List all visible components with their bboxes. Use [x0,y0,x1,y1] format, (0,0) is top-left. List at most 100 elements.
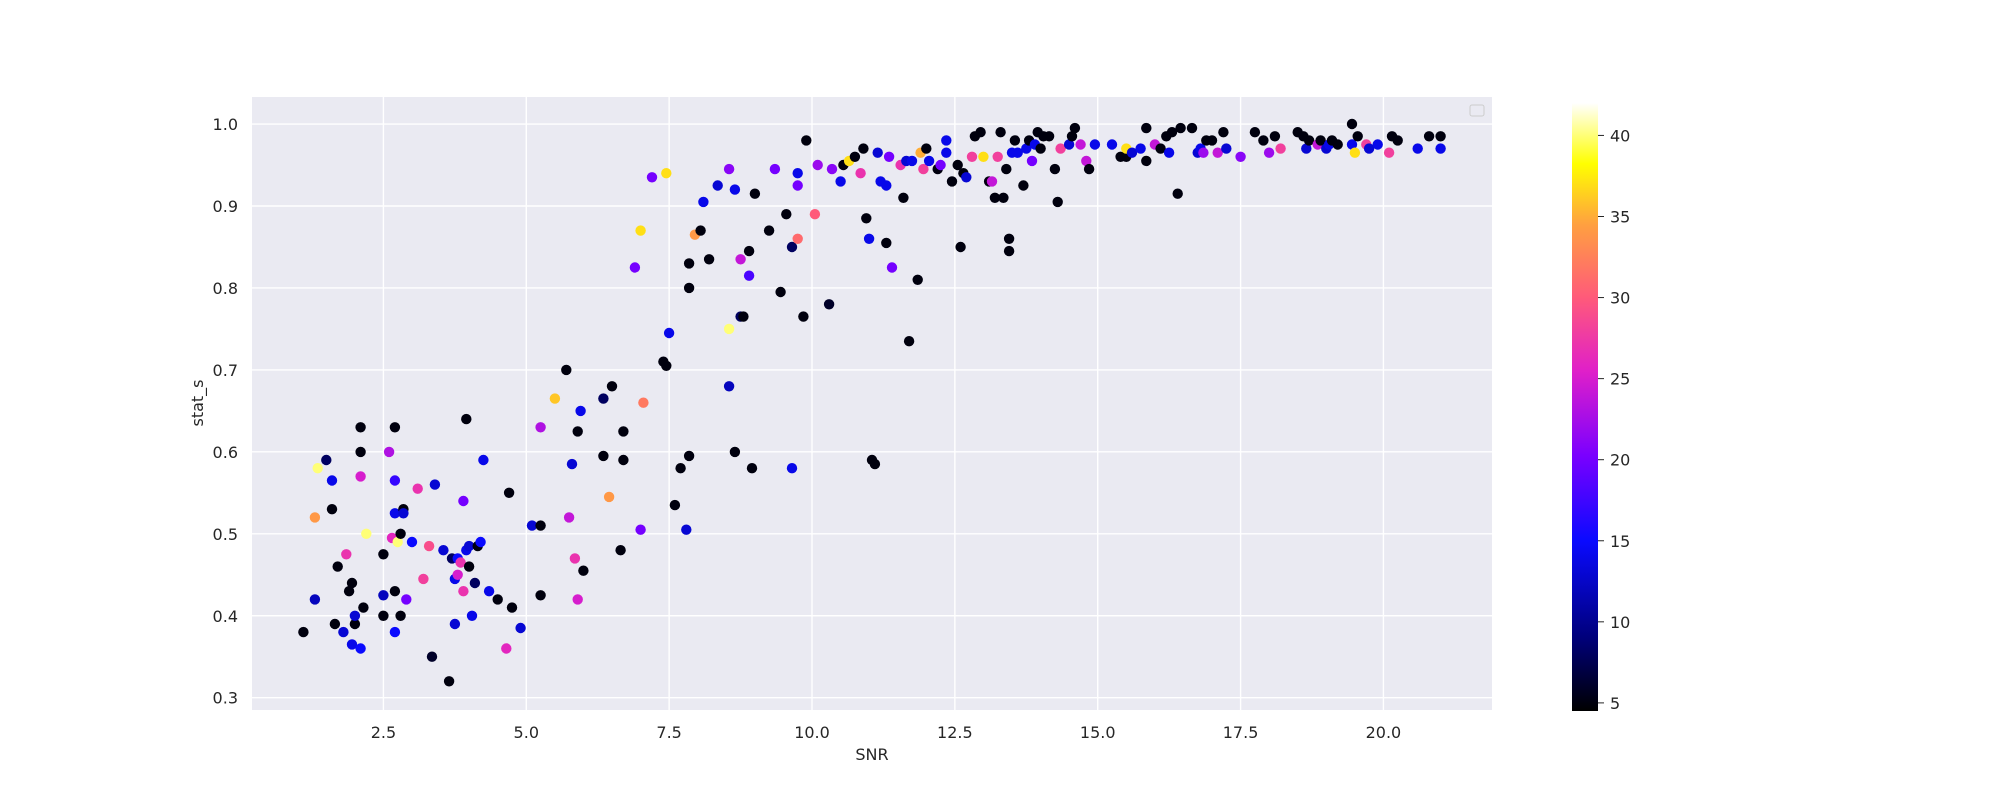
data-point [881,237,892,249]
data-point [683,450,695,462]
data-point [392,536,403,548]
data-point [635,225,646,236]
data-point [1392,135,1403,146]
data-point [1126,147,1138,158]
data-point [1332,139,1343,150]
data-point [786,241,798,253]
data-point [729,446,741,458]
data-point [1263,147,1275,158]
colorbar-tick-label: 30 [1610,289,1630,308]
data-point [395,528,406,539]
data-point [1275,143,1286,154]
colorbar-tick-label: 25 [1610,370,1630,389]
data-point [863,233,875,244]
colorbar-tick-label: 40 [1610,126,1630,145]
data-point [1435,131,1446,142]
colorbar-tick-label: 15 [1610,532,1630,551]
data-point [712,180,723,191]
data-point [1063,139,1075,150]
data-point [906,155,918,167]
data-point [506,602,518,613]
data-point [535,422,546,433]
data-point [1363,143,1375,154]
data-point [355,446,366,458]
data-point [683,282,695,294]
data-point [955,241,966,253]
data-point [989,192,1001,203]
data-point [1349,147,1361,158]
data-point [975,127,986,138]
data-point [449,618,461,630]
data-point [535,520,546,531]
data-point [735,254,746,265]
x-tick-label: 7.5 [656,723,681,742]
data-point [1001,163,1012,175]
data-point [455,557,466,568]
data-point [501,643,512,654]
x-tick-label: 12.5 [937,723,973,742]
data-point [743,270,755,281]
data-point [526,520,538,531]
plot-background [252,97,1492,710]
data-point [1135,143,1146,154]
x-tick-label: 5.0 [514,723,539,742]
data-point [629,262,641,273]
data-point [826,163,838,175]
data-point [792,168,803,179]
data-point [869,458,881,470]
data-point [723,163,735,175]
data-point [635,524,646,535]
data-point [1372,139,1383,150]
data-point [1026,155,1038,167]
data-point [575,405,586,417]
data-point [881,180,892,191]
y-tick-label: 0.8 [213,279,238,298]
data-point [1166,127,1178,138]
data-point [992,151,1003,162]
data-point [412,483,423,494]
y-axis-label: stat_s [188,379,208,426]
data-point [1141,122,1152,134]
data-point [995,127,1006,138]
data-point [703,254,715,265]
data-point [763,225,775,236]
data-point [1249,127,1261,138]
data-point [1163,147,1175,158]
x-tick-label: 10.0 [794,723,830,742]
data-point [849,151,861,162]
data-point [346,577,358,589]
data-point [918,163,929,175]
data-point [549,393,561,404]
data-point [341,549,352,560]
data-point [355,643,366,654]
data-point [681,524,692,535]
data-point [1081,155,1092,167]
data-point [729,184,741,195]
data-point [355,422,366,433]
data-point [349,618,361,630]
data-point [346,639,358,650]
data-point [406,536,418,548]
colorbar-tick-label: 10 [1610,613,1630,632]
data-point [952,159,963,171]
data-point [1069,122,1081,134]
data-point [598,450,609,462]
data-point [326,504,338,515]
colorbar-tick-label: 35 [1610,207,1630,226]
data-point [358,602,369,613]
data-point [861,213,872,224]
data-point [338,626,349,638]
data-point [1012,147,1023,158]
data-point [1172,188,1183,199]
x-tick-label: 17.5 [1223,723,1259,742]
data-point [443,676,455,687]
data-point [561,364,572,376]
data-point [1212,147,1223,158]
data-point [886,262,898,273]
data-point [401,594,412,605]
data-point [618,426,629,437]
data-point [801,135,812,146]
data-point [378,610,389,621]
colorbar-tick-label: 20 [1610,451,1630,470]
x-tick-label: 15.0 [1080,723,1116,742]
